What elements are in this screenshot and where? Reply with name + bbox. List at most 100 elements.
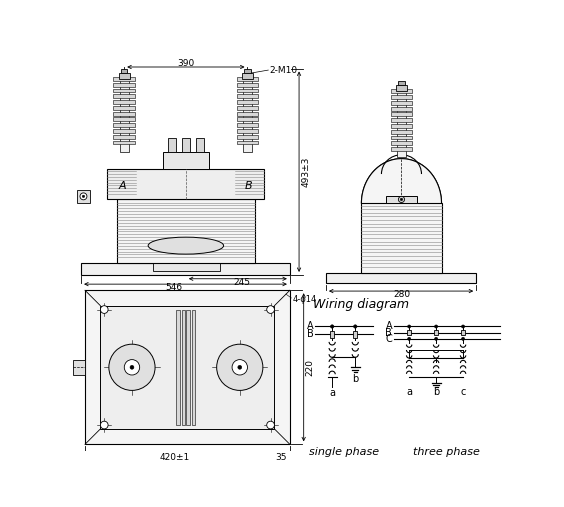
Text: b: b <box>433 386 439 396</box>
Bar <box>391 106 412 111</box>
Text: 2-M10: 2-M10 <box>269 65 297 75</box>
Circle shape <box>217 344 263 390</box>
Bar <box>237 89 258 92</box>
Bar <box>391 113 412 116</box>
Circle shape <box>400 198 403 201</box>
Bar <box>391 130 412 134</box>
Circle shape <box>461 325 465 328</box>
Bar <box>362 203 442 273</box>
Bar <box>242 73 253 79</box>
Bar <box>113 100 135 104</box>
Bar <box>237 140 258 144</box>
Bar <box>386 196 417 203</box>
Bar <box>153 263 220 271</box>
Text: a: a <box>406 386 412 396</box>
Bar <box>120 75 129 152</box>
Text: single phase: single phase <box>309 447 379 457</box>
Bar <box>331 331 334 338</box>
Bar <box>192 310 196 425</box>
Text: b: b <box>352 374 358 384</box>
Text: 390: 390 <box>177 59 195 67</box>
Bar <box>237 123 258 127</box>
Bar <box>77 190 90 202</box>
Bar <box>237 135 258 138</box>
Text: 35: 35 <box>275 453 287 462</box>
Bar <box>113 112 135 116</box>
Circle shape <box>398 196 404 202</box>
Bar <box>391 118 412 122</box>
Bar <box>121 68 127 73</box>
Bar <box>237 77 258 81</box>
Bar <box>113 123 135 127</box>
Circle shape <box>109 344 155 390</box>
Bar <box>391 135 412 139</box>
Circle shape <box>130 366 134 369</box>
Bar <box>176 310 180 425</box>
Bar <box>237 112 258 116</box>
Bar <box>117 199 255 263</box>
Bar <box>407 330 411 335</box>
Ellipse shape <box>148 237 223 254</box>
Text: A: A <box>307 321 314 332</box>
Text: 4-φ14: 4-φ14 <box>292 295 316 304</box>
Bar <box>391 95 412 99</box>
Text: Wiring diagram: Wiring diagram <box>313 298 409 311</box>
Text: A: A <box>119 180 126 191</box>
Bar <box>237 106 258 110</box>
Text: A: A <box>386 321 392 332</box>
Bar <box>113 135 135 138</box>
Bar <box>107 169 265 199</box>
Text: 546: 546 <box>166 283 183 293</box>
Circle shape <box>354 325 357 328</box>
Bar <box>73 359 85 375</box>
Text: 420±1: 420±1 <box>159 453 190 462</box>
Bar <box>113 140 135 144</box>
Bar <box>113 83 135 87</box>
Bar <box>434 330 438 335</box>
Bar <box>186 310 190 425</box>
Bar <box>85 291 290 444</box>
Circle shape <box>124 359 140 375</box>
Bar <box>326 273 476 283</box>
Bar <box>396 86 407 91</box>
Text: 280: 280 <box>393 291 410 300</box>
Bar <box>237 129 258 133</box>
Text: 493±3: 493±3 <box>302 157 311 187</box>
Bar <box>412 267 421 273</box>
Bar <box>168 138 176 152</box>
Bar <box>113 77 135 81</box>
Bar <box>182 310 186 425</box>
Bar <box>182 138 190 152</box>
Bar <box>353 331 357 338</box>
Text: a: a <box>329 388 335 398</box>
Text: B: B <box>307 329 314 339</box>
Bar <box>113 118 135 121</box>
Bar <box>237 118 258 121</box>
Text: 245: 245 <box>233 278 250 287</box>
Circle shape <box>408 325 411 328</box>
Text: C: C <box>385 334 392 344</box>
Circle shape <box>408 337 411 340</box>
Bar <box>391 89 412 93</box>
Bar <box>81 263 290 275</box>
Text: 220: 220 <box>305 359 314 376</box>
Bar <box>391 141 412 145</box>
Circle shape <box>238 366 242 369</box>
Bar <box>391 101 412 105</box>
Bar <box>398 81 404 86</box>
Text: B: B <box>385 328 392 338</box>
Text: B: B <box>245 180 253 191</box>
Bar <box>100 306 275 429</box>
Circle shape <box>435 325 438 328</box>
Bar <box>391 124 412 128</box>
Circle shape <box>232 359 248 375</box>
Bar <box>113 106 135 110</box>
Circle shape <box>267 306 275 313</box>
Circle shape <box>331 325 334 328</box>
Bar <box>113 129 135 133</box>
Polygon shape <box>362 159 442 203</box>
Circle shape <box>267 421 275 429</box>
Bar <box>237 83 258 87</box>
Bar <box>244 68 250 73</box>
Bar <box>237 94 258 98</box>
